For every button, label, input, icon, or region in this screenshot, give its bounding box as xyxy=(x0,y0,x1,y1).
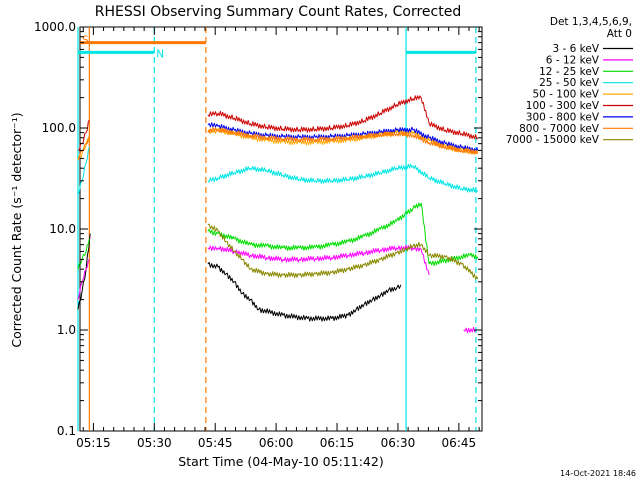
series-line xyxy=(207,163,479,193)
series-line xyxy=(463,326,477,334)
night-flag-label: N xyxy=(156,48,164,60)
legend-label: 300 - 800 keV xyxy=(526,111,600,123)
legend-label: 800 - 7000 keV xyxy=(519,123,600,135)
x-tick-label: 06:45 xyxy=(442,436,477,450)
y-tick-label: 100.0 xyxy=(42,121,76,135)
x-tick-label: 05:15 xyxy=(76,436,111,450)
x-tick-label: 06:00 xyxy=(259,436,294,450)
x-tick-label: 05:45 xyxy=(198,436,233,450)
series-line xyxy=(77,136,90,159)
x-tick-label: 05:30 xyxy=(137,436,172,450)
legend-header-detectors: Det 1,3,4,5,6,9, xyxy=(550,16,632,28)
tick-layer: 0.1 1.0 10.0 100.0 1000.0 05:15 05:30 05:45 06:0… xyxy=(34,20,482,450)
x-axis-label: Start Time (04-May-10 05:11:42) xyxy=(178,454,383,469)
legend-label: 7000 - 15000 keV xyxy=(506,134,600,146)
series-line xyxy=(77,259,90,300)
legend-label: 12 - 25 keV xyxy=(539,66,600,78)
series-line xyxy=(77,238,90,270)
series-7000-15000-kev xyxy=(207,223,479,280)
saa-flag-label: S xyxy=(82,35,89,47)
overlay-layer: SN xyxy=(77,27,477,431)
x-tick-label: 06:30 xyxy=(381,436,416,450)
series-25-50-kev xyxy=(77,146,479,195)
y-tick-label: 1000.0 xyxy=(34,20,76,34)
series-line xyxy=(207,126,479,155)
series-6-12-kev xyxy=(77,244,477,334)
series-layer xyxy=(77,95,479,334)
series-line xyxy=(207,95,479,140)
series-line xyxy=(207,202,430,265)
series-line xyxy=(207,223,479,280)
y-tick-label: 10.0 xyxy=(49,222,76,236)
series-100-300-kev xyxy=(77,95,479,151)
series-800-7000-kev xyxy=(77,126,479,159)
chart-title: RHESSI Observing Summary Count Rates, Co… xyxy=(95,4,461,20)
series-3-6-kev xyxy=(77,233,402,322)
legend-label: 3 - 6 keV xyxy=(552,43,599,55)
y-tick-label: 0.1 xyxy=(57,424,76,438)
legend-label: 25 - 50 keV xyxy=(539,77,600,89)
legend-label: 50 - 100 keV xyxy=(532,89,599,101)
series-line xyxy=(207,262,402,322)
footer-timestamp: 14-Oct-2021 18:46 xyxy=(560,469,636,478)
y-tick-label: 1.0 xyxy=(57,323,76,337)
series-line xyxy=(77,233,91,310)
x-tick-label: 06:15 xyxy=(320,436,355,450)
legend-label: 6 - 12 keV xyxy=(546,54,600,66)
series-line xyxy=(77,119,90,151)
series-line xyxy=(77,146,90,195)
series-line xyxy=(207,244,430,276)
y-axis-label: Corrected Count Rate (s⁻¹ detector⁻¹) xyxy=(9,112,24,347)
legend-header-attenuator: Att 0 xyxy=(607,28,632,40)
plot-frame xyxy=(79,26,483,432)
legend-label: 100 - 300 keV xyxy=(526,100,600,112)
